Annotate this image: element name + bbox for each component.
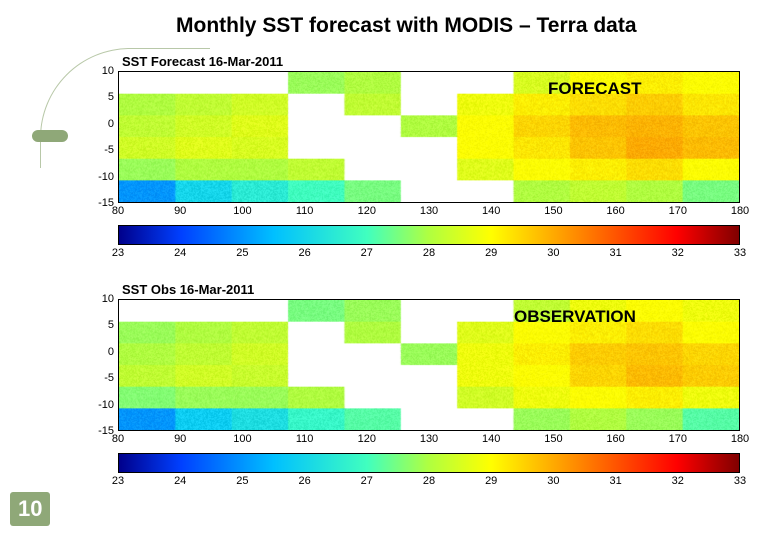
colorbar-gradient [118, 453, 740, 473]
x-tick: 170 [669, 205, 687, 217]
sst-heatmap [118, 299, 740, 431]
page-title: Monthly SST forecast with MODIS – Terra … [176, 14, 637, 38]
colorbar-tick: 25 [236, 475, 248, 487]
colorbar-tick: 28 [423, 247, 435, 259]
x-tick: 110 [296, 205, 314, 217]
x-tick: 140 [482, 205, 500, 217]
sst-heatmap [118, 71, 740, 203]
y-tick: 10 [102, 293, 114, 305]
y-tick: 10 [102, 65, 114, 77]
panel-title: SST Forecast 16-Mar-2011 [122, 54, 750, 69]
colorbar-tick: 33 [734, 475, 746, 487]
map-plot: OBSERVATION-15-10-5051080901001101201301… [118, 299, 740, 431]
y-tick: -10 [98, 171, 114, 183]
overlay-label: OBSERVATION [514, 307, 636, 327]
colorbar-tick: 29 [485, 475, 497, 487]
y-tick: -5 [104, 144, 114, 156]
x-tick: 130 [420, 433, 438, 445]
colorbar-tick: 33 [734, 247, 746, 259]
x-tick: 170 [669, 433, 687, 445]
colorbar: 2324252627282930313233 [118, 225, 740, 245]
x-tick: 80 [112, 433, 124, 445]
colorbar-tick: 27 [361, 475, 373, 487]
x-tick: 80 [112, 205, 124, 217]
colorbar-tick: 32 [672, 475, 684, 487]
colorbar-tick: 31 [609, 475, 621, 487]
x-tick: 160 [606, 205, 624, 217]
panel-title: SST Obs 16-Mar-2011 [122, 282, 750, 297]
y-tick: 0 [108, 346, 114, 358]
colorbar-tick: 24 [174, 247, 186, 259]
x-tick: 90 [174, 205, 186, 217]
colorbar-tick: 23 [112, 247, 124, 259]
x-tick: 180 [731, 205, 749, 217]
colorbar-tick: 32 [672, 247, 684, 259]
map-plot: FORECAST-15-10-5051080901001101201301401… [118, 71, 740, 203]
colorbar-tick: 26 [298, 475, 310, 487]
x-tick: 140 [482, 433, 500, 445]
x-tick: 180 [731, 433, 749, 445]
y-tick: -10 [98, 399, 114, 411]
y-tick: 0 [108, 118, 114, 130]
colorbar-tick: 31 [609, 247, 621, 259]
x-tick: 100 [233, 433, 251, 445]
x-tick: 160 [606, 433, 624, 445]
decorative-bullet [32, 130, 68, 142]
x-tick: 110 [296, 433, 314, 445]
x-tick: 120 [358, 433, 376, 445]
colorbar-tick: 29 [485, 247, 497, 259]
x-tick: 120 [358, 205, 376, 217]
x-tick: 130 [420, 205, 438, 217]
colorbar-tick: 23 [112, 475, 124, 487]
colorbar-tick: 25 [236, 247, 248, 259]
colorbar-tick: 27 [361, 247, 373, 259]
colorbar-tick: 24 [174, 475, 186, 487]
panel-forecast: SST Forecast 16-Mar-2011 FORECAST-15-10-5… [90, 54, 750, 245]
colorbar-tick: 30 [547, 475, 559, 487]
y-tick: -5 [104, 372, 114, 384]
panel-observation: SST Obs 16-Mar-2011 OBSERVATION-15-10-505… [90, 282, 750, 473]
y-tick: 5 [108, 91, 114, 103]
x-tick: 150 [544, 205, 562, 217]
overlay-label: FORECAST [548, 79, 642, 99]
x-tick: 100 [233, 205, 251, 217]
colorbar: 2324252627282930313233 [118, 453, 740, 473]
colorbar-gradient [118, 225, 740, 245]
page-number: 10 [10, 492, 50, 526]
colorbar-tick: 26 [298, 247, 310, 259]
x-tick: 90 [174, 433, 186, 445]
x-tick: 150 [544, 433, 562, 445]
y-tick: 5 [108, 319, 114, 331]
colorbar-tick: 30 [547, 247, 559, 259]
colorbar-tick: 28 [423, 475, 435, 487]
